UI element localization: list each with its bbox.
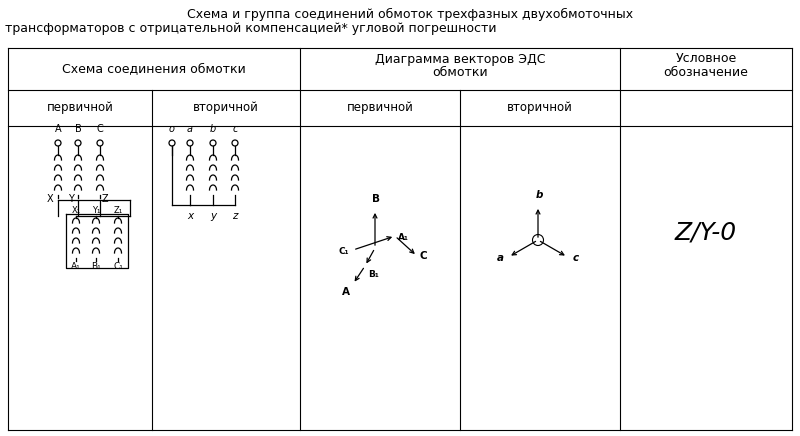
Text: a: a	[497, 253, 503, 263]
Text: Z/Y-0: Z/Y-0	[675, 221, 737, 245]
Text: z: z	[232, 211, 238, 221]
Text: B: B	[372, 194, 380, 204]
Text: c: c	[573, 253, 578, 263]
Text: Условное: Условное	[675, 52, 737, 65]
Text: C₁: C₁	[113, 262, 123, 271]
Text: y: y	[210, 211, 216, 221]
Text: вторичной: вторичной	[507, 102, 573, 115]
Text: Схема и группа соединений обмоток трехфазных двухобмоточных: Схема и группа соединений обмоток трехфа…	[187, 8, 633, 21]
Text: X₁: X₁	[71, 206, 81, 215]
Text: Диаграмма векторов ЭДС: Диаграмма векторов ЭДС	[374, 52, 546, 65]
Text: B₁: B₁	[91, 262, 101, 271]
Text: Схема соединения обмотки: Схема соединения обмотки	[62, 62, 246, 75]
Text: o: o	[169, 124, 175, 134]
Text: b: b	[210, 124, 216, 134]
Text: первичной: первичной	[346, 102, 414, 115]
Text: x: x	[187, 211, 193, 221]
Text: A₁: A₁	[398, 232, 409, 242]
Text: обозначение: обозначение	[663, 67, 749, 79]
Text: Y: Y	[68, 194, 74, 204]
Text: c: c	[232, 124, 238, 134]
Text: A: A	[54, 124, 62, 134]
Text: Y₁: Y₁	[92, 206, 100, 215]
Text: обмотки: обмотки	[432, 67, 488, 79]
Text: B₁: B₁	[368, 270, 378, 279]
Text: Z₁: Z₁	[114, 206, 122, 215]
Text: b: b	[535, 190, 542, 200]
Text: X: X	[46, 194, 53, 204]
Text: C: C	[97, 124, 103, 134]
Text: трансформаторов с отрицательной компенсацией* угловой погрешности: трансформаторов с отрицательной компенса…	[5, 22, 497, 35]
Text: A₁: A₁	[71, 262, 81, 271]
Text: A: A	[342, 287, 350, 297]
Text: Z: Z	[102, 194, 109, 204]
Text: первичной: первичной	[46, 102, 114, 115]
Text: вторичной: вторичной	[193, 102, 259, 115]
Text: a: a	[187, 124, 193, 134]
Text: B: B	[74, 124, 82, 134]
Text: C: C	[420, 251, 428, 261]
Text: C₁: C₁	[338, 246, 349, 255]
